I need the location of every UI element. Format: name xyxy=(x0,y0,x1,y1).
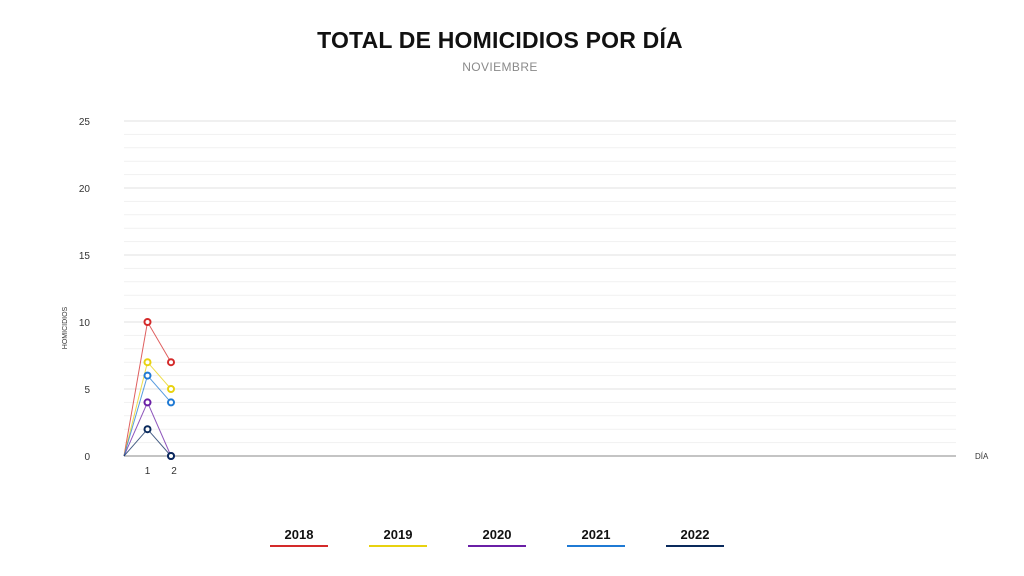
legend-swatch xyxy=(369,545,427,547)
legend-label: 2021 xyxy=(581,527,611,542)
y-tick-label: 10 xyxy=(79,318,91,329)
legend-item-2021: 2021 xyxy=(567,527,625,547)
legend-item-2019: 2019 xyxy=(369,527,427,547)
legend-swatch xyxy=(567,545,625,547)
legend-swatch xyxy=(468,545,526,547)
data-point-2021 xyxy=(143,371,152,380)
y-tick-label: 20 xyxy=(79,184,91,195)
y-tick-label: 0 xyxy=(84,452,90,463)
legend-label: 2022 xyxy=(680,527,710,542)
legend-swatch xyxy=(666,545,724,547)
data-point-2022 xyxy=(167,452,175,460)
data-point-2020 xyxy=(143,398,152,407)
x-axis-label: DÍA xyxy=(975,452,989,461)
x-tick-label: 2 xyxy=(171,466,177,477)
chart-subtitle: NOVIEMBRE xyxy=(462,60,538,74)
data-point-2021 xyxy=(167,398,175,407)
legend-label: 2019 xyxy=(383,527,413,542)
chart-legend: 2018 2019 2020 2021 2022 xyxy=(270,527,740,551)
data-point-2019 xyxy=(167,385,175,393)
legend-label: 2018 xyxy=(284,527,314,542)
y-axis-label: HOMICIDIOS xyxy=(62,306,69,349)
data-point-2022 xyxy=(143,425,152,434)
x-tick-label: 1 xyxy=(145,466,151,477)
y-tick-label: 15 xyxy=(79,251,91,262)
y-tick-label: 5 xyxy=(84,385,90,396)
data-point-2018 xyxy=(167,358,175,367)
legend-item-2020: 2020 xyxy=(468,527,526,547)
data-point-2019 xyxy=(143,358,152,367)
data-point-2018 xyxy=(143,318,152,326)
legend-item-2018: 2018 xyxy=(270,527,328,547)
legend-item-2022: 2022 xyxy=(666,527,724,547)
legend-swatch xyxy=(270,545,328,547)
legend-label: 2020 xyxy=(482,527,512,542)
y-tick-label: 25 xyxy=(79,117,91,128)
chart-title: TOTAL DE HOMICIDIOS POR DÍA xyxy=(317,27,683,53)
